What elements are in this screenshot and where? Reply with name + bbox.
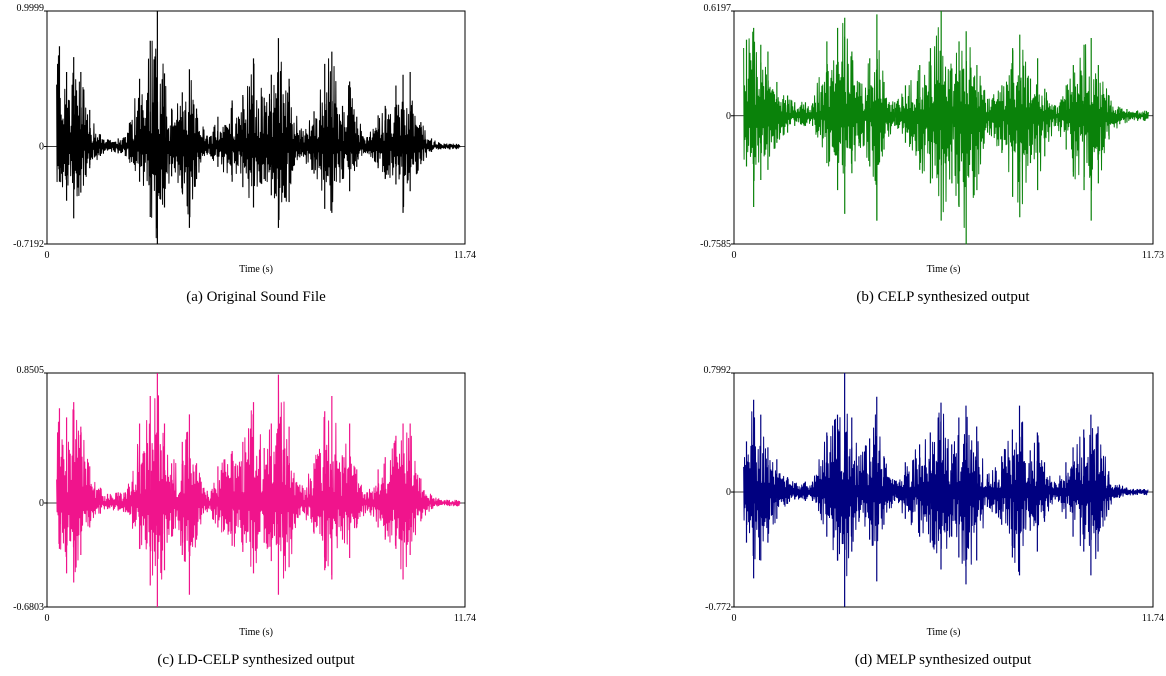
plot-frame: [733, 10, 1154, 245]
x-axis-label: Time (s): [927, 264, 961, 275]
x-tick-label: 11.74: [454, 250, 476, 261]
y-tick-label: -0.7192: [13, 239, 44, 250]
y-tick-label: -0.6803: [13, 602, 44, 613]
waveform-line: [743, 22, 1149, 229]
waveform-line: [56, 40, 461, 239]
y-tick-label: -0.7585: [700, 239, 731, 250]
y-tick-label: 0: [39, 142, 44, 153]
x-axis-label: Time (s): [927, 627, 961, 638]
subfigure-caption: (b) CELP synthesized output: [856, 289, 1030, 305]
y-tick-label: 0: [726, 111, 731, 122]
y-tick-label: 0.9999: [17, 3, 45, 14]
y-tick-label: 0: [726, 487, 731, 498]
x-tick-label: 0: [732, 613, 737, 624]
x-tick-label: 0: [732, 250, 737, 261]
plot-frame: [46, 10, 466, 245]
x-tick-label: 0: [45, 250, 50, 261]
y-tick-label: -0.772: [705, 602, 731, 613]
x-tick-label: 11.74: [1142, 613, 1164, 624]
x-tick-label: 11.73: [1142, 250, 1164, 261]
plot-frame: [46, 372, 466, 608]
x-axis-label: Time (s): [239, 627, 273, 638]
y-tick-label: 0.8505: [17, 365, 45, 376]
y-tick-label: 0.6197: [704, 3, 732, 14]
x-tick-label: 0: [45, 613, 50, 624]
x-axis-label: Time (s): [239, 264, 273, 275]
plot-frame: [733, 372, 1154, 608]
subfigure-caption: (d) MELP synthesized output: [855, 652, 1032, 668]
waveform-line: [56, 389, 461, 580]
subfigure-caption: (a) Original Sound File: [186, 289, 326, 305]
y-tick-label: 0: [39, 498, 44, 509]
waveform-line: [743, 411, 1149, 577]
subfigure-caption: (c) LD-CELP synthesized output: [157, 652, 355, 668]
x-tick-label: 11.74: [454, 613, 476, 624]
y-tick-label: 0.7992: [704, 365, 732, 376]
